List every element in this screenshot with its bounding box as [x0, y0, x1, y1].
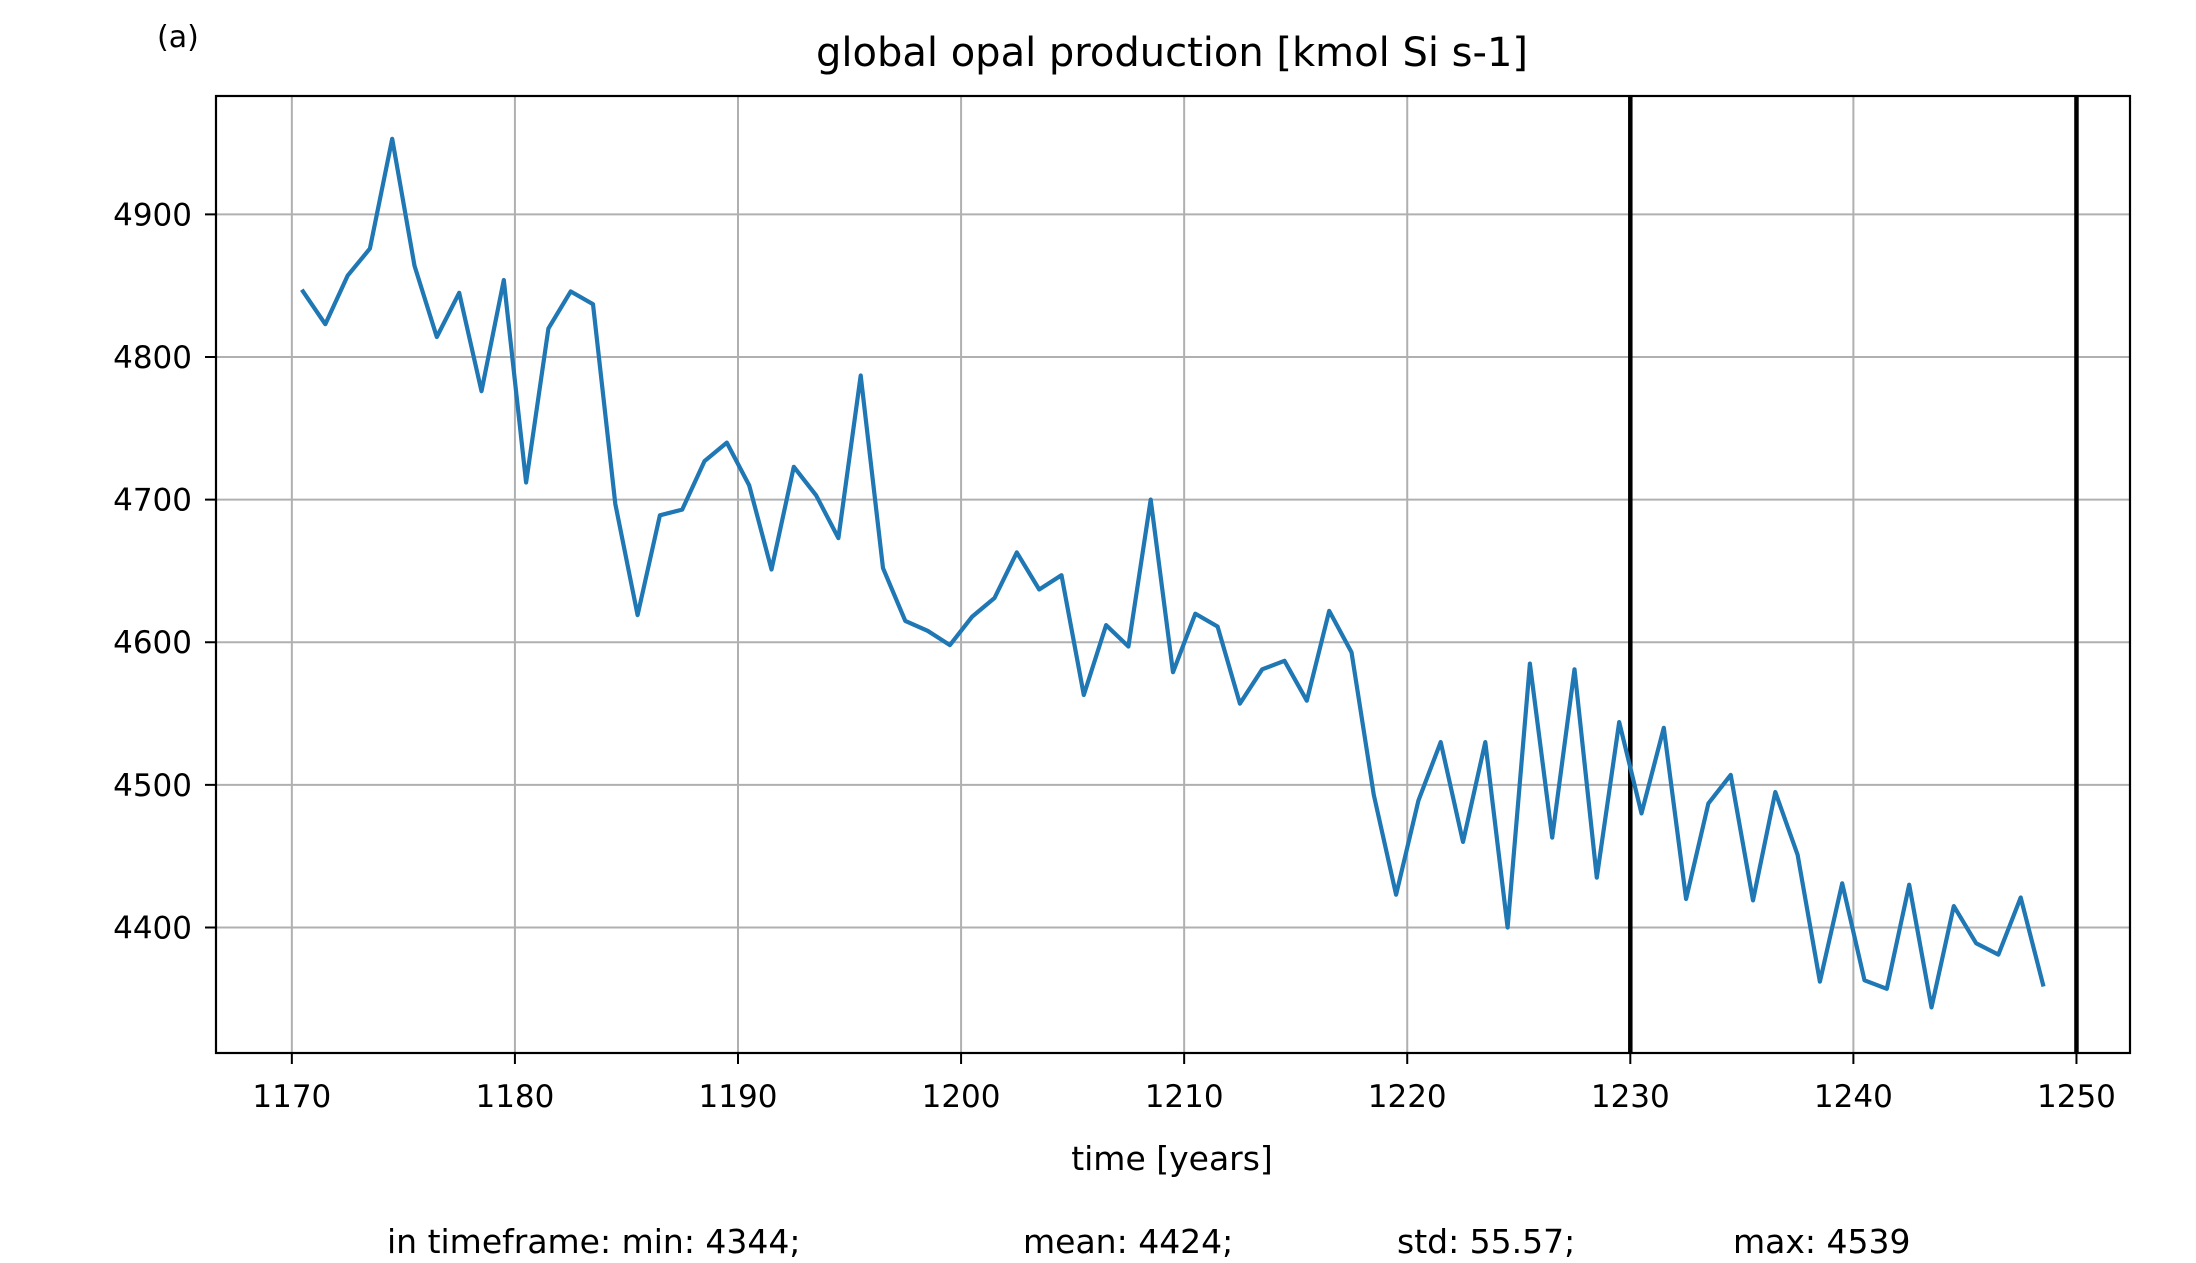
chart-title: global opal production [kmol Si s-1] [816, 30, 1528, 76]
x-tick-label: 1170 [252, 1079, 331, 1115]
x-tick-label: 1190 [699, 1079, 778, 1115]
x-tick-label: 1180 [475, 1079, 554, 1115]
stat-min: in timeframe: min: 4344; [387, 1222, 801, 1261]
series-line [300, 136, 2046, 1010]
x-tick-label: 1220 [1368, 1079, 1447, 1115]
x-tick-label: 1200 [922, 1079, 1001, 1115]
stat-max: max: 4539 [1733, 1222, 1911, 1261]
grid [216, 96, 2130, 1053]
y-tick-label: 4500 [113, 768, 192, 804]
y-tick-label: 4800 [113, 340, 192, 376]
stat-std: std: 55.57; [1397, 1222, 1575, 1261]
x-tick-label: 1230 [1591, 1079, 1670, 1115]
ticks: 1170 1180 1190 1200 1210 1220 1230 1240 1250 4400… [113, 197, 2116, 1115]
x-tick-label: 1210 [1145, 1079, 1224, 1115]
y-tick-label: 4400 [113, 910, 192, 946]
x-tick-label: 1250 [2037, 1079, 2116, 1115]
y-tick-label: 4900 [113, 197, 192, 233]
y-tick-label: 4700 [113, 483, 192, 519]
x-tick-label: 1240 [1814, 1079, 1893, 1115]
series-layer [300, 136, 2046, 1010]
x-axis-label: time [years] [1071, 1139, 1273, 1178]
y-tick-label: 4600 [113, 625, 192, 661]
stat-mean: mean: 4424; [1023, 1222, 1233, 1261]
axes-frame [214, 94, 2132, 1055]
reference-lines [1628, 96, 2079, 1053]
panel-label: (a) [157, 20, 199, 55]
